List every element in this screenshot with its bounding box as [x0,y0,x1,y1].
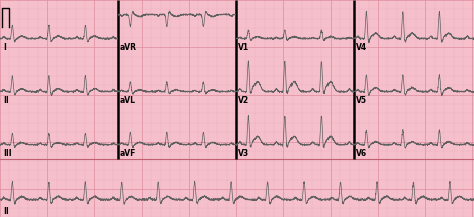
Text: V2: V2 [238,96,249,105]
Text: V4: V4 [356,43,367,52]
Text: I: I [3,43,6,52]
Text: V3: V3 [238,149,249,158]
Text: III: III [3,149,12,158]
Text: V6: V6 [356,149,367,158]
Text: V5: V5 [356,96,367,105]
Text: II: II [3,207,9,216]
Text: aVR: aVR [120,43,137,52]
Text: II: II [3,96,9,105]
Text: aVL: aVL [120,96,136,105]
Text: V1: V1 [238,43,249,52]
Text: aVF: aVF [120,149,137,158]
